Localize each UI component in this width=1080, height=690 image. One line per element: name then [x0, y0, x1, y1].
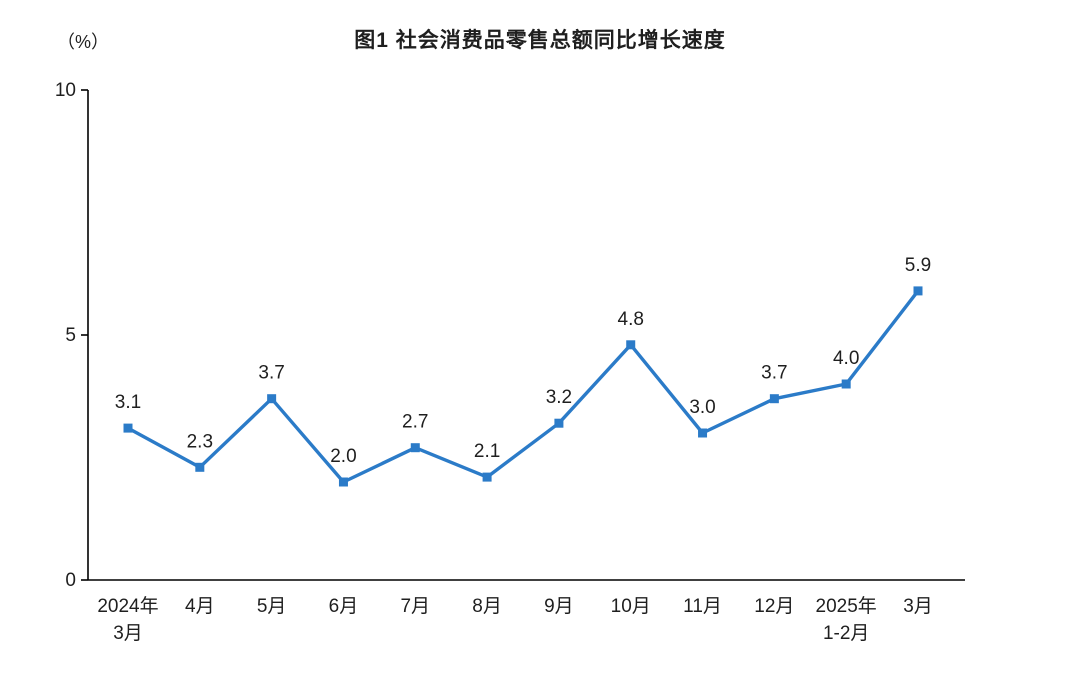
data-point-label: 2.7 — [402, 412, 428, 433]
data-point-label: 2.0 — [330, 446, 356, 467]
x-tick-label: 5月 — [257, 596, 287, 617]
x-tick-label: 7月 — [400, 596, 430, 617]
data-point-marker — [267, 394, 277, 404]
x-tick-label: 8月 — [472, 596, 502, 617]
x-tick-label: 6月 — [329, 596, 359, 617]
data-point-label: 3.1 — [115, 392, 141, 413]
data-point-label: 3.2 — [546, 387, 572, 408]
data-point-marker — [195, 462, 205, 472]
data-point-label: 3.7 — [258, 363, 284, 384]
data-point-label: 3.7 — [761, 363, 787, 384]
data-point-marker — [841, 379, 851, 389]
x-tick-label: 1-2月 — [823, 623, 869, 644]
data-point-marker — [482, 472, 492, 482]
x-tick-label: 3月 — [903, 596, 933, 617]
line-series — [126, 289, 920, 484]
data-point-marker — [626, 340, 636, 350]
data-point-marker — [410, 443, 420, 453]
x-tick-label: 4月 — [185, 596, 215, 617]
chart-title: 图1 社会消费品零售总额同比增长速度 — [354, 29, 726, 52]
data-point-label: 4.8 — [618, 309, 644, 330]
x-tick-label: 9月 — [544, 596, 574, 617]
data-point-marker — [554, 418, 564, 428]
y-tick-label: 5 — [65, 325, 76, 346]
y-tick-label: 0 — [65, 570, 76, 591]
x-tick-label: 11月 — [683, 596, 722, 617]
x-tick-label: 3月 — [113, 623, 143, 644]
data-point-label: 4.0 — [833, 348, 859, 369]
data-point-marker — [123, 423, 133, 433]
y-tick-label: 10 — [55, 80, 76, 101]
data-point-marker — [338, 477, 348, 487]
data-point-label: 5.9 — [905, 255, 931, 276]
data-point-marker — [769, 394, 779, 404]
x-tick-label: 2025年 — [816, 595, 877, 617]
x-tick-label: 2024年 — [97, 595, 158, 617]
x-tick-label: 10月 — [611, 596, 651, 617]
x-tick-label: 12月 — [754, 596, 794, 617]
data-point-marker — [698, 428, 708, 438]
y-axis-unit-label: （%） — [57, 32, 110, 52]
data-point-label: 2.3 — [187, 431, 213, 452]
data-point-label: 3.0 — [689, 397, 715, 418]
data-point-marker — [913, 286, 923, 296]
data-point-label: 2.1 — [474, 441, 500, 462]
